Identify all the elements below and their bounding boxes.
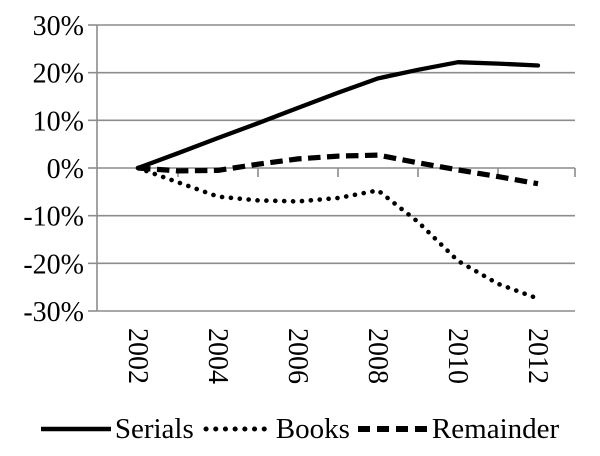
remainder-dashed-line-sample xyxy=(357,426,428,432)
series-line-books xyxy=(135,165,541,301)
legend-label-remainder: Remainder xyxy=(431,412,560,445)
legend-label-serials: Serials xyxy=(114,412,194,445)
series-line-serials xyxy=(135,60,541,171)
legend-label-books: Books xyxy=(275,412,350,445)
legend-item-remainder: Remainder xyxy=(357,412,560,446)
y-tick-label-30: 30% xyxy=(33,11,84,42)
y-tick-label--10: -10% xyxy=(23,202,84,233)
x-axis-label-2012: 2012 xyxy=(522,328,553,384)
x-axis-label-2002: 2002 xyxy=(122,328,153,384)
series-line-remainder xyxy=(137,152,539,187)
x-axis-label-2008: 2008 xyxy=(362,328,393,384)
gridlines xyxy=(97,24,575,312)
y-tick-label-10: 10% xyxy=(33,106,84,137)
legend-item-serials: Serials xyxy=(40,412,194,446)
serials-solid-line-sample xyxy=(40,426,111,432)
line-chart-plot: 30% 20% 10% 0% -10% -20% -30% 2002 2004 2006 2008 2… xyxy=(23,11,576,384)
legend-item-books: Books xyxy=(202,413,350,446)
x-axis-label-2006: 2006 xyxy=(282,328,313,384)
y-tick-label--20: -20% xyxy=(23,249,84,280)
axis-labels: 30% 20% 10% 0% -10% -20% -30% 2002 2004 2006 2008 2… xyxy=(23,11,553,384)
data-series xyxy=(135,60,541,301)
books-dotted-line-sample xyxy=(203,426,272,432)
y-tick-label-20: 20% xyxy=(33,59,84,90)
axes xyxy=(88,24,576,312)
x-axis-label-2010: 2010 xyxy=(442,328,473,384)
legend: Serials Books Remainder xyxy=(0,408,600,450)
x-axis-label-2004: 2004 xyxy=(202,328,233,384)
y-tick-label--30: -30% xyxy=(23,297,84,328)
y-tick-label-0: 0% xyxy=(47,154,84,185)
